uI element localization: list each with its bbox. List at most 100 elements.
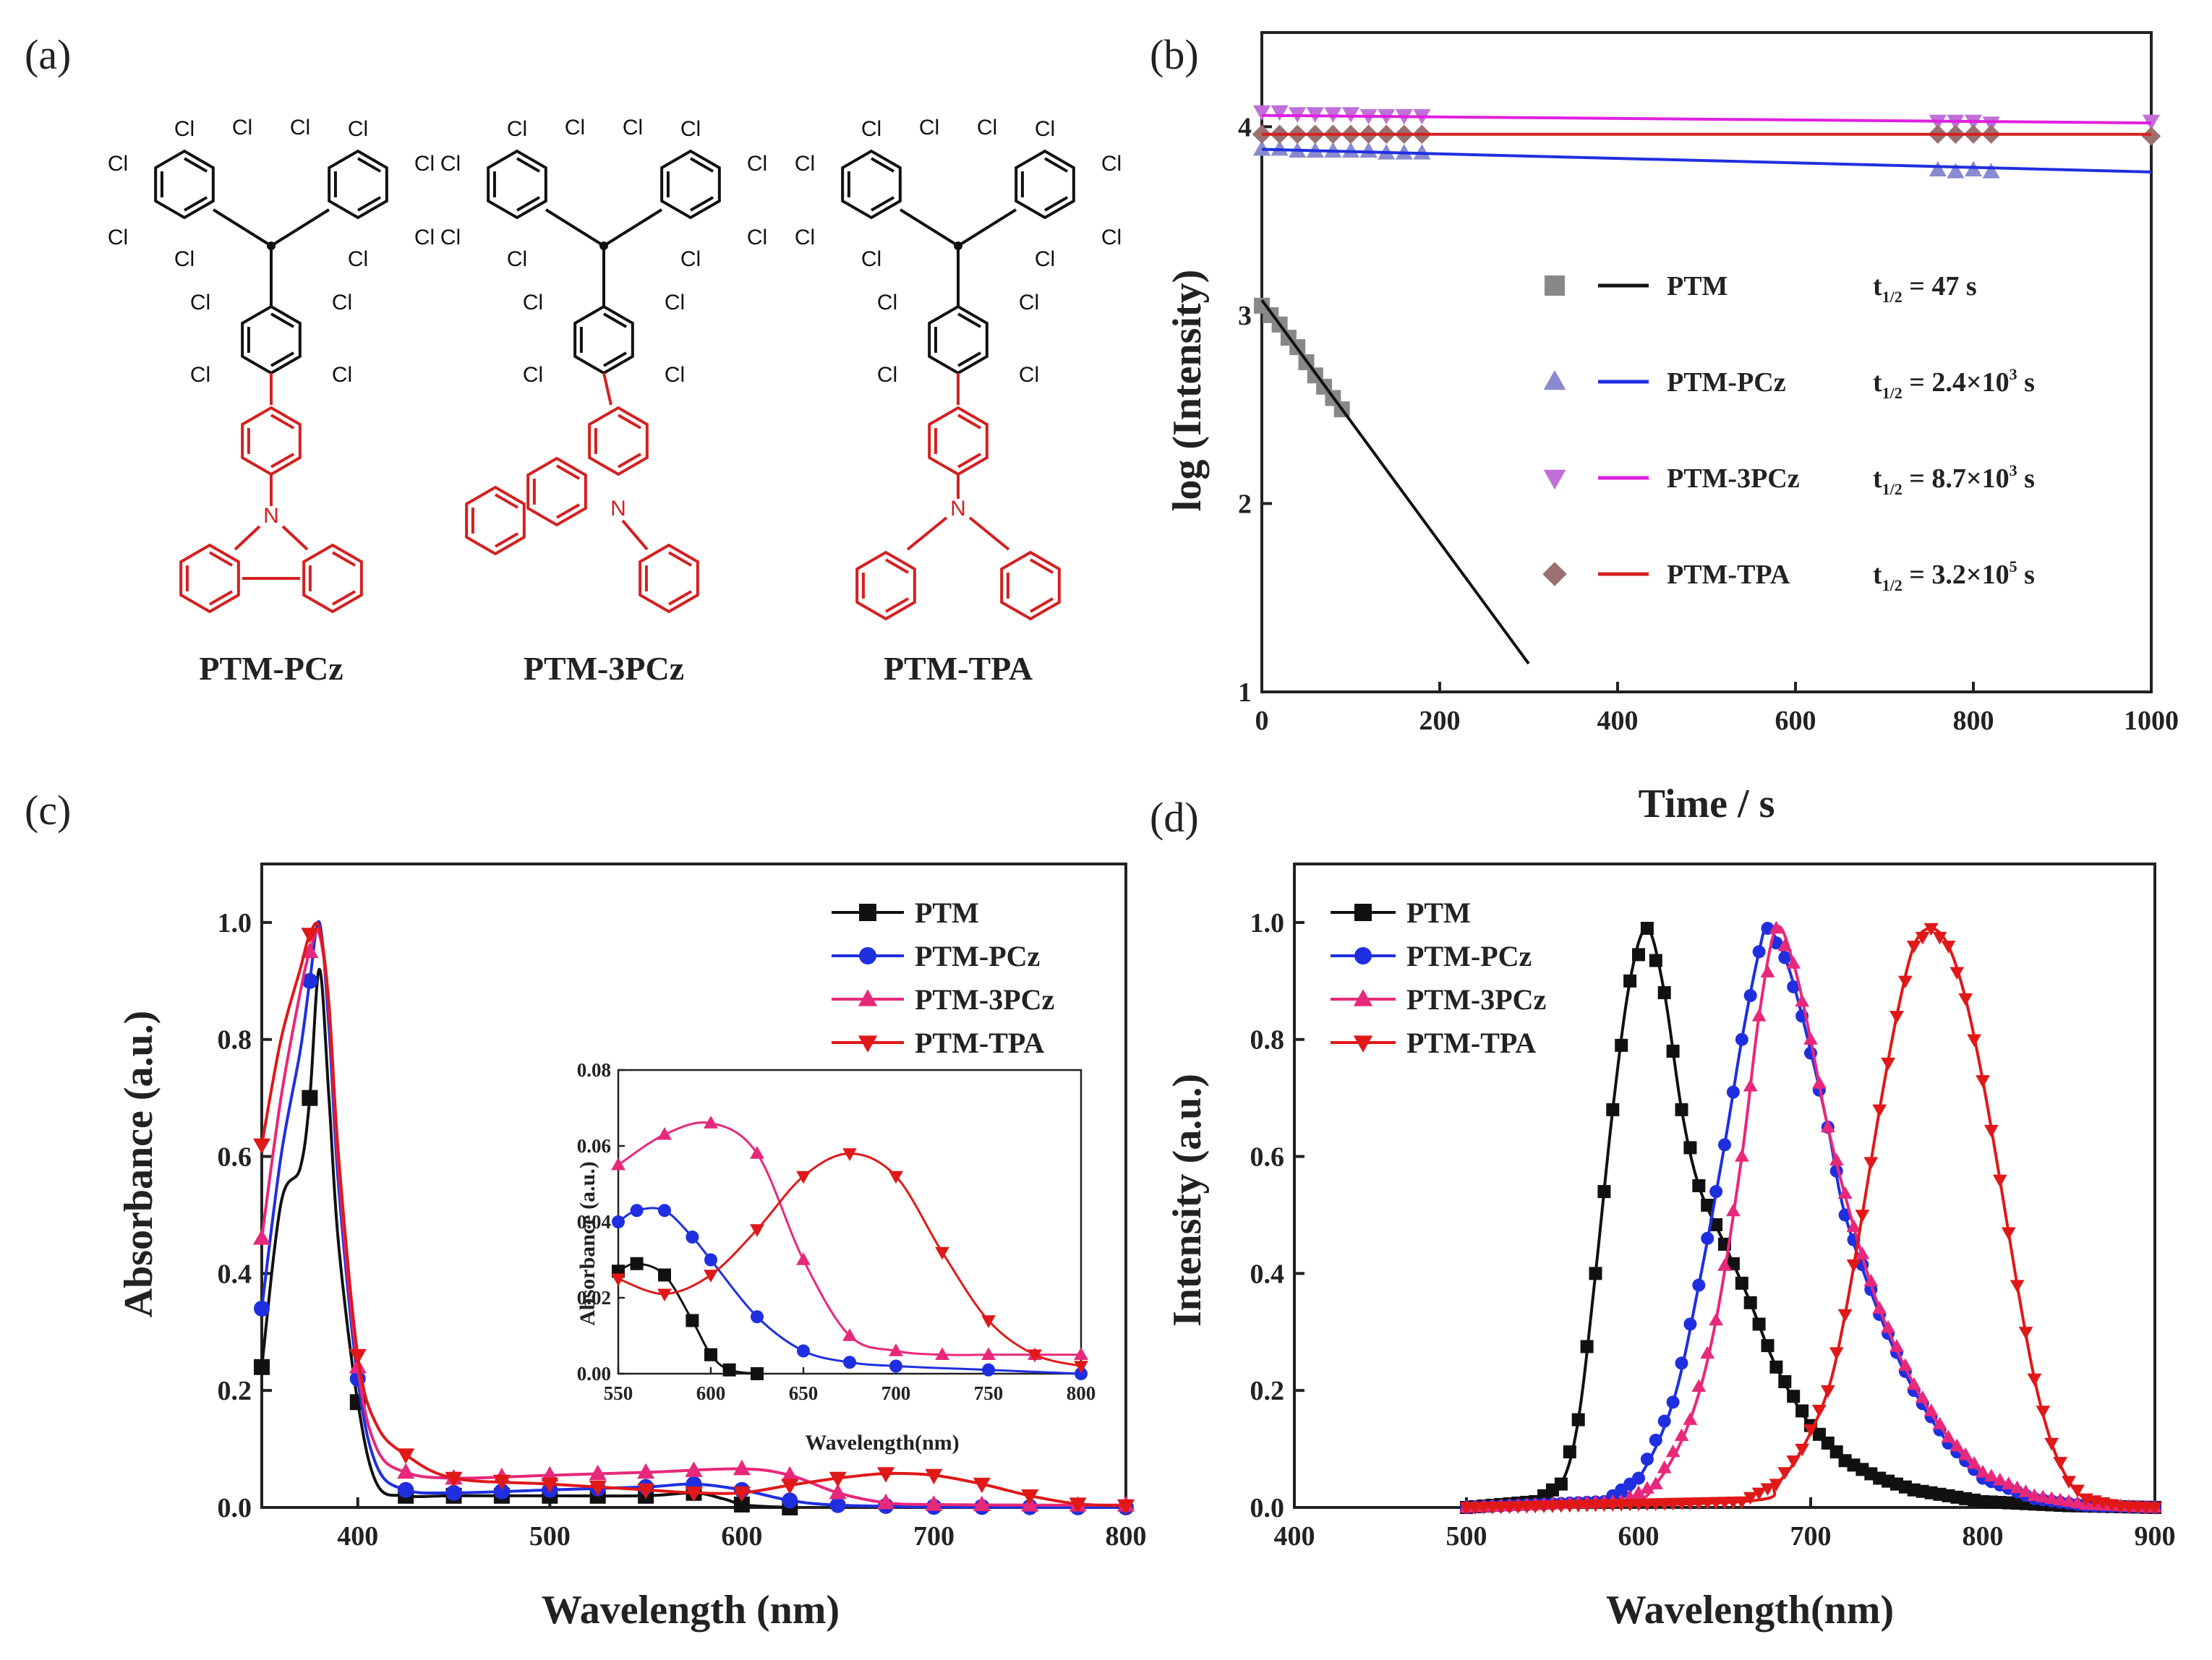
phenyl-ring-right-double-bond [1030,558,1054,574]
chlorine-label: Cl [348,117,368,141]
data-point-ptm-3pcz [2044,1491,2059,1505]
legend-marker-ptm-3pcz [858,989,878,1006]
inset-point-ptm-tpa [750,1224,764,1237]
data-point-ptm-tpa [1967,1034,1981,1048]
half-life-ptm-3pcz: t1/2 = 8.7×103 s [1873,461,2035,498]
data-point-ptm-pcz [302,972,318,989]
data-point-ptm-tpa [2141,127,2161,146]
nitrogen-label: N [263,504,279,528]
data-point-ptm-3pcz [1976,1465,1990,1478]
panel-c-xlabel: Wavelength (nm) [542,1588,840,1633]
chlorine-label: Cl [1019,291,1039,315]
y-tick-label: 0.2 [218,1376,252,1406]
bond [602,372,612,406]
data-point-ptm [1769,1360,1783,1374]
data-point-ptm [1657,986,1671,999]
data-point-ptm-tpa [1795,1443,1809,1457]
inset-point-ptm [630,1257,644,1270]
data-point-ptm-tpa [1863,1157,1879,1170]
carbazole-ring-top [588,406,649,476]
data-point-ptm-tpa [445,1471,463,1488]
data-point-ptm-3pcz [1640,1481,1654,1494]
data-point-ptm-3pcz [1932,1416,1947,1429]
inset-point-ptm-pcz [658,1204,671,1218]
ring-upper-right-double-bond [1044,157,1069,173]
curve-ptm-pcz [260,920,1127,1509]
x-tick-label: 400 [337,1521,378,1552]
bond [899,208,960,247]
y-tick-label: 0.04 [577,1211,611,1233]
ring-upper-right-double-bond [357,157,382,173]
data-point-ptm [1795,1404,1809,1418]
bond [270,208,330,247]
data-point-ptm-pcz [445,1484,462,1501]
chlorine-label: Cl [174,247,195,271]
data-point-ptm-3pcz [1906,1377,1921,1390]
data-point-ptm-tpa [1751,1487,1767,1501]
inset-point-ptm-pcz [889,1359,902,1373]
data-point-ptm-tpa [1803,1424,1818,1437]
inset-point-ptm-pcz [982,1363,995,1377]
legend-label-ptm-3pcz: PTM-3PCz [1667,463,1800,494]
chlorine-label: Cl [440,226,461,249]
data-point-ptm-tpa [1889,1011,1904,1024]
data-point-ptm-tpa [1881,1057,1895,1071]
panel-c-marks [252,920,1135,1515]
data-point-ptm-3pcz [1674,1428,1689,1442]
inset-point-ptm-tpa [657,1288,672,1302]
data-point-ptm-3pcz [1271,105,1289,121]
inset-point-ptm [658,1268,671,1282]
inset-point-ptm-3pcz [657,1126,672,1140]
x-tick-label: 800 [1953,706,1994,736]
inset-point-ptm-pcz [686,1231,699,1244]
data-point-ptm-tpa [1923,923,1939,936]
data-point-ptm-3pcz [685,1461,703,1477]
y-tick-label: 0.8 [218,1025,252,1056]
chlorine-label: Cl [861,117,881,141]
ring-upper-left [154,149,215,220]
data-point-ptm-pcz [829,1497,846,1513]
panel-label-b: (b) [1150,31,1199,78]
data-point-ptm-tpa [492,1474,511,1491]
data-point-ptm-3pcz [1984,1468,1999,1482]
chlorine-label: Cl [877,363,897,387]
legend-label-ptm: PTM [915,897,979,929]
data-point-ptm-tpa [685,1486,703,1502]
inset-point-ptm-3pcz [1074,1347,1088,1360]
data-point-ptm-3pcz [1717,1258,1732,1271]
data-point-ptm-3pcz [1992,1472,2007,1486]
y-tick-label: 0.06 [577,1135,611,1157]
data-point-ptm-3pcz [1252,105,1271,121]
chlorine-label: Cl [565,116,585,140]
carbazole-ring-left-double-bond [209,551,234,567]
ring-upper-right [660,149,721,220]
x-tick-label: 800 [1106,1521,1147,1552]
phenyl-ring-right [1000,550,1061,621]
data-point-ptm-pcz [1252,140,1271,156]
data-point-ptm-tpa [2044,1437,2059,1451]
ring-bottom-double-bond [603,312,628,328]
data-point-ptm-tpa [1976,1075,1990,1088]
data-point-ptm-tpa [973,1477,991,1494]
ring-upper-left-double-bond [871,157,895,173]
data-point-ptm-3pcz [2027,1488,2042,1502]
inset-point-ptm-3pcz [796,1252,811,1265]
carbazole-ring-left-double-bond [209,590,234,606]
data-point-ptm-tpa [2062,1476,2076,1489]
panel-b-chart: 0 200 400 600 800 1000 1 2 3 4 Time / s log (Inte… [1165,31,2179,826]
panel-d-xlabel: Wavelength(nm) [1606,1588,1894,1633]
legend-label-ptm-3pcz: PTM-3PCz [1406,983,1546,1016]
phenyl-ring-double-bond [270,453,295,469]
legend-label-ptm-3pcz: PTM-3PCz [915,983,1054,1016]
data-point-ptm [733,1496,750,1513]
x-tick-label: 800 [1963,1521,2004,1552]
phenyl-ring-right-double-bond [1030,597,1054,613]
data-point-ptm-3pcz [1941,1429,1956,1443]
data-point-ptm-3pcz [2070,1495,2085,1509]
data-point-ptm [1554,1477,1568,1491]
data-point-ptm-tpa [1734,1496,1749,1510]
data-point-ptm-pcz [1778,951,1792,964]
data-point-ptm-pcz [1341,142,1360,158]
data-point-ptm [1589,1267,1602,1280]
data-point-ptm-3pcz [1915,1390,1930,1403]
